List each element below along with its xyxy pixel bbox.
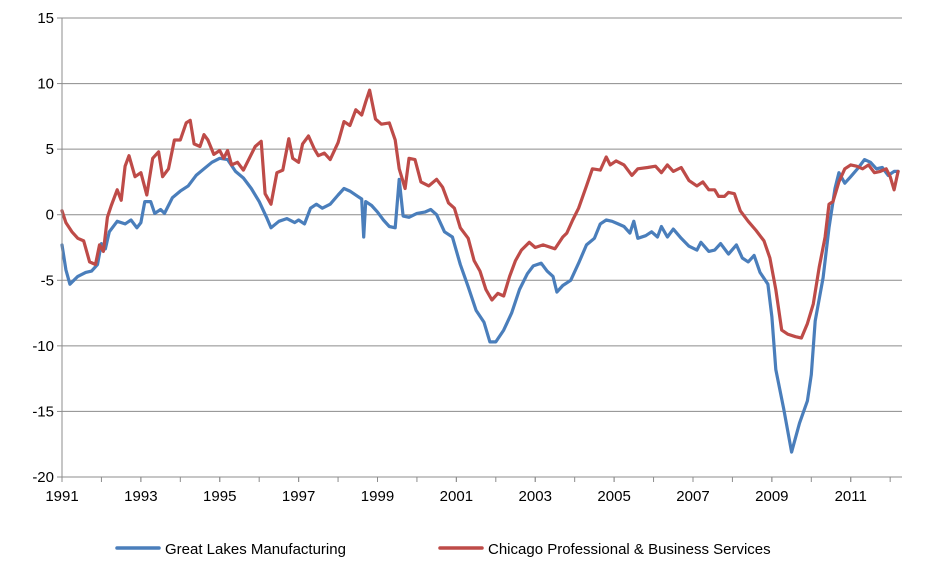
x-tick-label: 2007 [676, 488, 709, 505]
series-lines [60, 88, 900, 454]
y-tick-label: 15 [37, 10, 54, 27]
legend-label-great-lakes-manufacturing: Great Lakes Manufacturing [165, 541, 346, 558]
legend-label-chicago-professional-business-services: Chicago Professional & Business Services [488, 541, 771, 558]
legend: Great Lakes Manufacturing Chicago Profes… [115, 541, 771, 558]
y-tick-label: -20 [32, 469, 54, 486]
axes [61, 18, 902, 478]
y-tick-label: 10 [37, 76, 54, 93]
x-axis-tick-labels: 1991 1993 1995 1997 1999 2001 2003 2005 2007 2009… [45, 477, 891, 505]
y-tick-label: 0 [46, 207, 54, 224]
y-tick-label: -15 [32, 403, 54, 420]
y-axis-tick-labels: 15 10 5 0 -5 -10 -15 -20 [32, 10, 62, 486]
x-tick-label: 2003 [519, 488, 552, 505]
series-line-0 [60, 156, 900, 454]
series-line-1 [60, 88, 900, 340]
x-tick-label: 1999 [361, 488, 394, 505]
x-tick-label: 1995 [203, 488, 236, 505]
y-tick-label: -10 [32, 338, 54, 355]
gridlines [62, 17, 902, 478]
y-tick-label: -5 [41, 272, 54, 289]
y-tick-label: 5 [46, 141, 54, 158]
x-tick-label: 2011 [835, 488, 867, 505]
x-tick-label: 2005 [597, 488, 630, 505]
x-tick-label: 1993 [124, 488, 157, 505]
x-tick-label: 1997 [282, 488, 315, 505]
x-tick-label: 2001 [440, 488, 473, 505]
x-tick-label: 2009 [755, 488, 788, 505]
x-tick-label: 1991 [45, 488, 78, 505]
